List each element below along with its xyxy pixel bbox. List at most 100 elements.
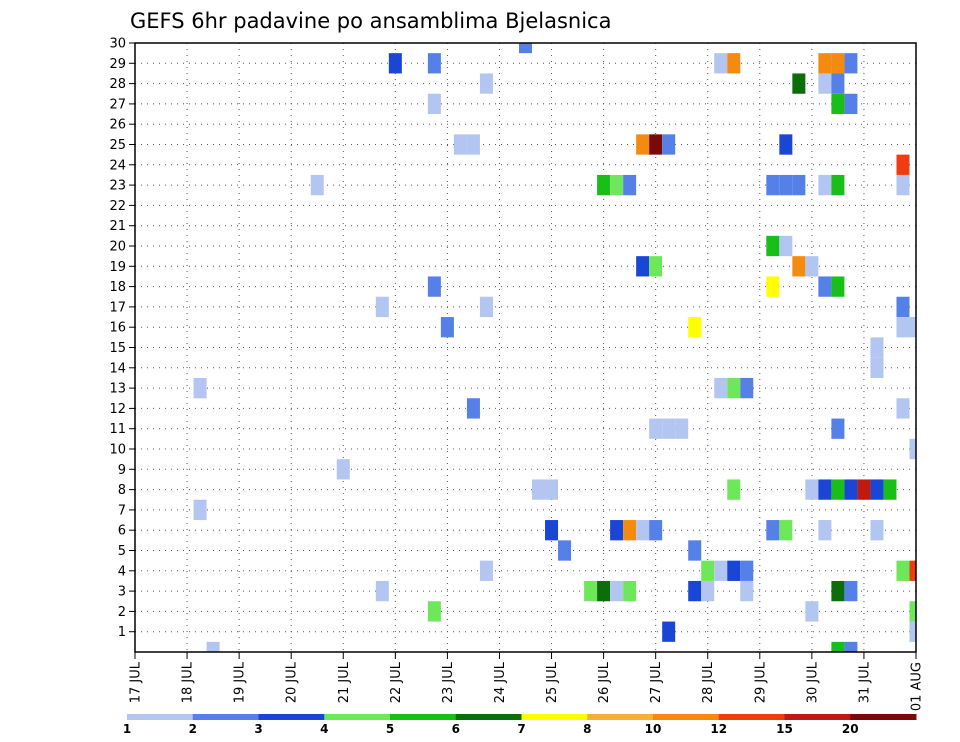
colorbar-label: 2 — [189, 722, 197, 736]
data-cell — [662, 621, 676, 642]
data-cell — [727, 560, 741, 581]
x-tick-label: 21 JUL — [337, 661, 352, 703]
data-cell — [688, 540, 702, 561]
data-cell — [831, 53, 845, 74]
data-cell — [610, 174, 624, 196]
data-cell — [766, 520, 780, 541]
data-cell — [831, 174, 845, 196]
x-tick-label: 01 AUG — [910, 662, 925, 711]
data-cell — [792, 174, 806, 196]
data-cell — [740, 377, 754, 399]
x-axis: 17 JUL 18 JUL 19 JUL 20 JUL 21 JUL 22 JUL 23 J… — [129, 652, 925, 711]
data-cell — [740, 560, 754, 581]
data-cell — [206, 641, 220, 652]
data-cell — [896, 317, 910, 338]
data-cell — [649, 134, 663, 155]
data-cell — [518, 43, 533, 54]
x-tick-label: 29 JUL — [753, 661, 768, 703]
data-cell — [870, 520, 884, 541]
y-tick-label: 14 — [109, 361, 126, 376]
data-cell — [831, 641, 845, 652]
y-tick-label: 24 — [109, 158, 126, 173]
data-cell — [883, 479, 897, 500]
colorbar-swatch — [455, 714, 522, 720]
colorbar-swatch — [587, 714, 654, 720]
data-cell — [870, 357, 884, 378]
y-tick-label: 25 — [109, 138, 126, 153]
x-tick-label: 28 JUL — [701, 661, 716, 703]
data-cell — [792, 73, 806, 94]
data-cell — [740, 580, 754, 602]
y-tick-label: 2 — [118, 605, 126, 620]
data-cell — [610, 520, 624, 541]
data-cell — [714, 560, 728, 581]
data-cell — [727, 377, 741, 399]
data-cell — [870, 337, 884, 358]
data-cell — [714, 53, 728, 74]
y-tick-label: 6 — [118, 524, 126, 539]
data-cell — [792, 256, 806, 277]
data-cell — [662, 418, 676, 439]
data-cell — [896, 560, 910, 581]
y-tick-label: 20 — [109, 240, 126, 255]
colorbar-label: 4 — [320, 722, 328, 736]
x-tick-label: 24 JUL — [493, 661, 508, 703]
y-tick-label: 21 — [109, 219, 126, 234]
y-tick-label: 9 — [118, 463, 126, 478]
y-tick-label: 22 — [109, 199, 126, 214]
data-cell — [844, 53, 858, 74]
y-tick-label: 26 — [109, 118, 126, 133]
data-cell — [779, 174, 793, 196]
data-cell — [688, 317, 702, 338]
data-cell — [818, 479, 832, 500]
colorbar-swatch — [718, 714, 785, 720]
data-cell — [805, 256, 819, 277]
x-tick-label: 26 JUL — [597, 661, 612, 703]
data-cell — [427, 93, 441, 115]
colorbar-swatch — [784, 714, 851, 720]
data-cell — [831, 73, 845, 94]
data-cell — [831, 580, 845, 602]
data-cell — [310, 174, 324, 196]
data-cell — [649, 256, 663, 277]
y-tick-label: 28 — [109, 77, 126, 92]
data-cell — [870, 479, 884, 500]
data-cell — [545, 520, 559, 541]
data-cell — [909, 560, 916, 581]
data-cell — [688, 580, 702, 602]
y-tick-label: 16 — [109, 321, 126, 336]
data-cell — [766, 174, 780, 196]
data-cell — [597, 174, 611, 196]
data-cell — [766, 276, 780, 297]
y-axis: 1234567891011121314151617181920212223242… — [109, 37, 135, 640]
data-cell — [701, 580, 715, 602]
colorbar-swatch — [127, 714, 194, 720]
x-tick-label: 17 JUL — [129, 661, 144, 703]
data-cell — [610, 580, 624, 602]
colorbar-label: 10 — [645, 722, 662, 736]
data-cell — [896, 398, 910, 419]
data-cell — [909, 601, 916, 622]
y-tick-label: 8 — [118, 483, 126, 498]
data-cell — [193, 499, 207, 521]
colorbar-swatch — [324, 714, 391, 720]
data-cell — [427, 53, 441, 74]
x-tick-label: 27 JUL — [649, 661, 664, 703]
data-cell — [479, 296, 493, 318]
data-cell — [766, 235, 780, 257]
colorbar-label: 3 — [254, 722, 262, 736]
data-cell — [440, 317, 454, 338]
y-tick-label: 5 — [118, 544, 126, 559]
data-cell — [675, 418, 689, 439]
data-cell — [831, 418, 845, 439]
y-tick-label: 18 — [109, 280, 126, 295]
data-cell — [844, 580, 858, 602]
data-cell — [558, 540, 572, 561]
data-cell — [427, 601, 441, 622]
data-cell — [909, 621, 916, 642]
colorbar-swatch — [521, 714, 588, 720]
data-cell — [818, 53, 832, 74]
data-cell — [375, 296, 389, 318]
data-cell — [532, 479, 546, 500]
x-tick-label: 30 JUL — [805, 661, 820, 703]
